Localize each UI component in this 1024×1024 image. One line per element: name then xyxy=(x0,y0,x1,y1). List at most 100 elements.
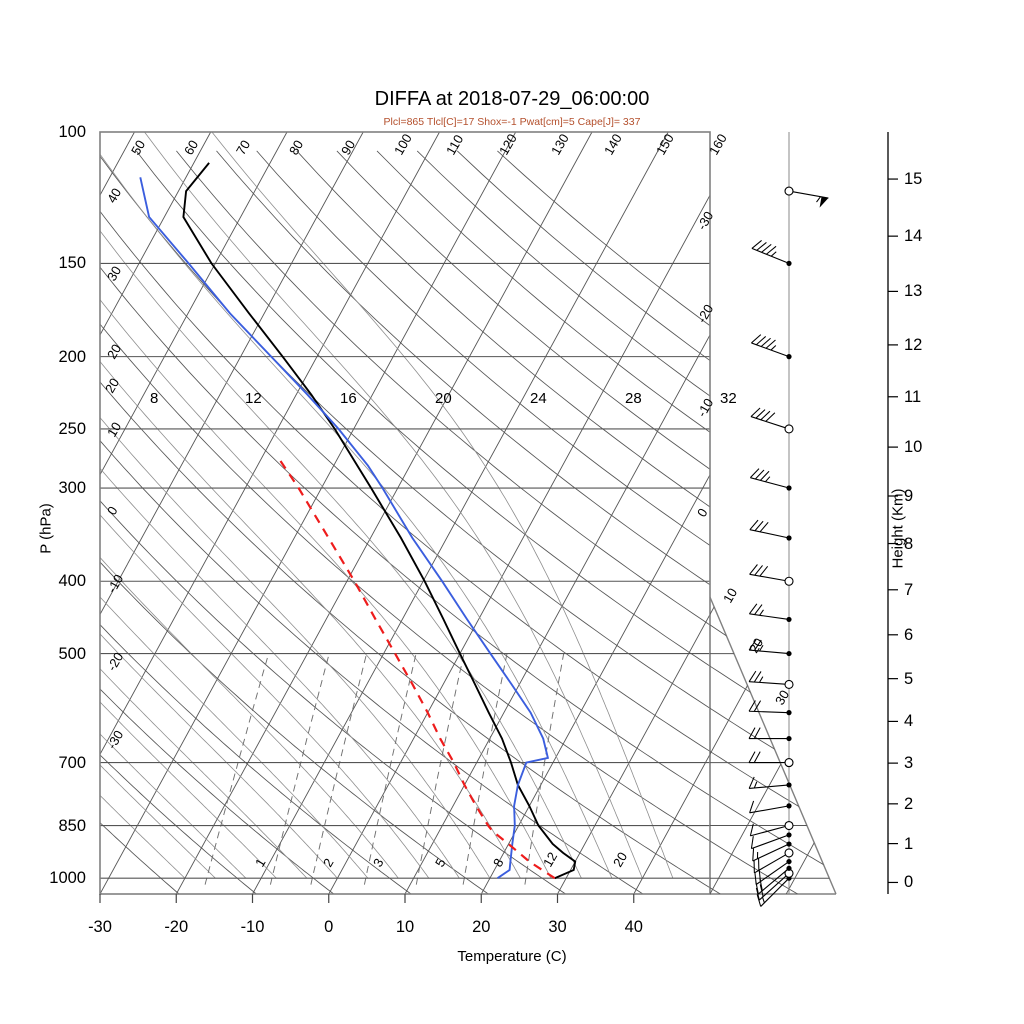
temperature-tick-label: 40 xyxy=(624,918,643,936)
moist-adiabat-label: 8 xyxy=(150,390,159,407)
wind-level-marker xyxy=(786,858,792,865)
mixing-ratio-line xyxy=(524,653,565,885)
dry-adiabat xyxy=(296,150,710,508)
wind-level-marker xyxy=(786,841,792,847)
temperature-tick-label: 30 xyxy=(548,918,567,936)
isotherm xyxy=(710,597,836,894)
sounding-indices-subtitle: Plcl=865 Tlcl[C]=17 Shox=-1 Pwat[cm]=5 C… xyxy=(383,116,641,128)
page-title: DIFFA at 2018-07-29_06:00:00 xyxy=(374,88,650,110)
wind-level-marker xyxy=(786,782,792,788)
dry-adiabat xyxy=(216,150,710,586)
temperature-tick-label: -30 xyxy=(88,918,112,936)
dry-adiabat xyxy=(416,150,710,397)
dry-adiabat xyxy=(100,155,710,709)
wind-level-marker xyxy=(786,650,792,657)
isotherm xyxy=(633,753,710,894)
x-axis-title: Temperature (C) xyxy=(457,948,567,965)
wind-level-marker xyxy=(786,616,792,623)
wind-barb xyxy=(751,240,790,264)
profile-temperature xyxy=(182,162,577,880)
dry-adiabat xyxy=(100,754,257,894)
wind-barb xyxy=(750,834,790,850)
wind-level-marker-open xyxy=(784,820,794,831)
wind-level-marker xyxy=(786,260,792,266)
temperature-tick-label: -10 xyxy=(240,918,265,936)
height-tick-label: 15 xyxy=(904,170,923,189)
dry-adiabat xyxy=(100,210,710,752)
wind-barb xyxy=(788,190,829,208)
dry-adiabat xyxy=(710,597,836,894)
isotherm xyxy=(100,132,364,616)
pressure-tick-label: 400 xyxy=(58,572,86,591)
dry-adiabat xyxy=(710,597,836,894)
wind-level-marker xyxy=(786,865,792,871)
wind-barb xyxy=(748,776,790,789)
dry-adiabat xyxy=(710,597,836,894)
profile-parcel xyxy=(278,459,556,880)
wind-level-marker xyxy=(786,710,792,716)
dry-adiabat xyxy=(100,624,412,894)
temperature-tick-label: 20 xyxy=(472,918,491,936)
isotherm xyxy=(557,613,710,894)
height-tick-label: 4 xyxy=(904,712,914,731)
isotherm xyxy=(252,132,669,894)
isotherm xyxy=(786,132,1024,894)
wind-level-marker-open xyxy=(784,679,794,690)
wind-barb xyxy=(749,823,790,837)
height-tick-label: 9 xyxy=(904,487,914,505)
height-tick-label: 5 xyxy=(904,669,914,688)
wind-level-marker-open xyxy=(784,186,794,196)
dry-adiabat xyxy=(235,581,643,894)
pressure-tick-label: 200 xyxy=(58,347,86,366)
skew-edge xyxy=(709,596,837,895)
dry-adiabat xyxy=(100,323,710,842)
isotherm xyxy=(710,597,836,894)
mixing-ratio-line xyxy=(269,653,330,885)
dry-adiabat xyxy=(135,150,710,667)
isotherm xyxy=(328,194,710,894)
height-tick-label: 6 xyxy=(904,625,914,644)
wind-barb xyxy=(750,407,790,430)
mixing-ratio-line xyxy=(363,653,417,885)
dry-adiabat xyxy=(100,500,566,894)
height-tick-label: 3 xyxy=(904,754,914,773)
wind-barb xyxy=(749,564,790,582)
wind-barb xyxy=(748,700,790,714)
wind-level-marker xyxy=(786,803,792,809)
dry-adiabat xyxy=(176,150,710,626)
isotherm xyxy=(480,473,710,894)
wind-barb xyxy=(749,519,790,539)
mixing-ratio-line xyxy=(310,653,368,885)
dry-adiabat xyxy=(881,581,1024,894)
moist-adiabat-label: 28 xyxy=(625,390,642,407)
height-tick-label: 14 xyxy=(904,227,923,246)
wind-level-marker-open xyxy=(784,576,794,586)
height-tick-label: 8 xyxy=(904,534,914,553)
dry-adiabat xyxy=(710,597,836,894)
dry-adiabat xyxy=(376,150,710,433)
dry-adiabat xyxy=(100,822,180,894)
mixing-ratio-line xyxy=(204,653,270,885)
height-tick-label: 11 xyxy=(904,387,922,406)
wind-barb xyxy=(754,861,790,885)
height-tick-label: 1 xyxy=(904,834,914,853)
wind-barb xyxy=(748,639,790,655)
wind-barb xyxy=(748,670,790,685)
dry-adiabat xyxy=(763,597,836,894)
wind-barb xyxy=(753,852,790,874)
isotherm xyxy=(100,132,440,756)
wind-barb xyxy=(749,800,790,814)
pressure-tick-label: 150 xyxy=(58,254,86,273)
wind-barb xyxy=(749,468,790,489)
moist-adiabat-label: 16 xyxy=(340,390,357,407)
profile-dewpoint xyxy=(139,177,550,879)
grid-group xyxy=(100,132,1024,894)
pressure-tick-label: 250 xyxy=(58,419,86,438)
moist-adiabat xyxy=(211,132,674,879)
dry-adiabat xyxy=(336,150,710,470)
temperature-tick-label: -20 xyxy=(164,918,189,936)
wind-level-marker xyxy=(786,832,792,838)
isotherm xyxy=(709,893,710,894)
height-tick-label: 0 xyxy=(904,873,914,892)
